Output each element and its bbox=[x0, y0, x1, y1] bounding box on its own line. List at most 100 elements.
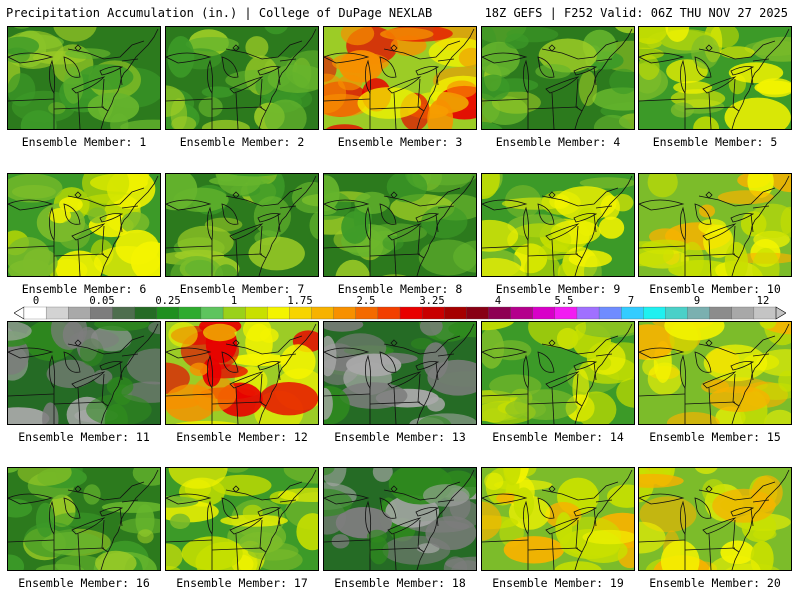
precip-blob bbox=[717, 190, 774, 205]
colorbar-segment bbox=[333, 306, 357, 320]
state-line-4 bbox=[684, 401, 736, 405]
state-line-7 bbox=[752, 58, 770, 62]
coastline bbox=[731, 28, 790, 129]
state-line-6 bbox=[119, 507, 123, 527]
state-line-4 bbox=[53, 253, 105, 257]
precip-map bbox=[324, 174, 476, 276]
lake-ontario bbox=[257, 361, 282, 371]
station-marker bbox=[705, 44, 713, 52]
lake-huron bbox=[63, 351, 81, 373]
colorbar-segment bbox=[687, 306, 711, 320]
state-line-7 bbox=[279, 205, 297, 209]
precip-blob bbox=[639, 473, 684, 488]
precip-blob bbox=[720, 46, 755, 59]
state-line-6 bbox=[435, 361, 439, 381]
precip-blob bbox=[421, 205, 468, 239]
lake-superior bbox=[482, 52, 528, 64]
colorbar-segment bbox=[377, 306, 401, 320]
precip-blob bbox=[175, 420, 238, 424]
border-north bbox=[698, 40, 776, 60]
colorbar-segment bbox=[709, 306, 733, 320]
state-line-2 bbox=[77, 92, 81, 129]
precip-blob bbox=[248, 236, 305, 271]
ensemble-map-7 bbox=[165, 173, 319, 277]
precip-blob bbox=[582, 529, 634, 545]
precip-blob bbox=[724, 97, 791, 129]
precip-blob bbox=[166, 496, 199, 508]
ensemble-map-4 bbox=[481, 26, 635, 130]
ensemble-map-19 bbox=[481, 467, 635, 571]
state-line-4 bbox=[684, 253, 736, 257]
station-marker bbox=[232, 191, 240, 199]
precip-blob bbox=[166, 85, 186, 117]
station-marker bbox=[390, 485, 398, 493]
border-north bbox=[383, 335, 461, 355]
precip-blob bbox=[8, 322, 32, 341]
station-marker bbox=[548, 485, 556, 493]
lake-ontario bbox=[415, 361, 440, 371]
coastline bbox=[731, 323, 790, 424]
ensemble-map-6 bbox=[7, 173, 161, 277]
lake-superior bbox=[8, 52, 54, 64]
precip-blob bbox=[381, 274, 407, 276]
lake-michigan bbox=[365, 500, 372, 536]
precip-blob bbox=[354, 191, 390, 214]
precip-blob bbox=[568, 250, 612, 268]
border-north bbox=[225, 40, 303, 60]
state-line-6 bbox=[435, 66, 439, 86]
precip-blob bbox=[642, 358, 659, 376]
precip-blob bbox=[482, 174, 500, 199]
coastline bbox=[100, 323, 159, 424]
state-line-2 bbox=[393, 533, 397, 570]
state-line-5 bbox=[482, 245, 529, 249]
precip-map bbox=[639, 468, 791, 570]
lake-huron bbox=[379, 203, 397, 225]
state-line-4 bbox=[211, 401, 263, 405]
state-line-6 bbox=[750, 213, 754, 233]
state-line-7 bbox=[437, 205, 455, 209]
colorbar-segment bbox=[134, 306, 158, 320]
precip-blob bbox=[78, 64, 134, 90]
lake-huron bbox=[221, 203, 239, 225]
ensemble-map-17 bbox=[165, 467, 319, 571]
precip-blob bbox=[513, 487, 535, 520]
precip-blob bbox=[335, 259, 371, 276]
state-line-7 bbox=[121, 58, 139, 62]
station-marker bbox=[390, 44, 398, 52]
precip-blob bbox=[340, 27, 375, 46]
precip-blob bbox=[86, 394, 152, 424]
precip-blob bbox=[120, 211, 150, 234]
precip-blob bbox=[339, 382, 408, 409]
colorbar-tick-label: 1.75 bbox=[287, 295, 313, 307]
border-north bbox=[383, 187, 461, 207]
coastline bbox=[100, 175, 159, 276]
precip-map bbox=[166, 27, 318, 129]
state-line-6 bbox=[119, 66, 123, 86]
precip-blob bbox=[698, 218, 727, 235]
lake-ontario bbox=[730, 361, 755, 371]
state-line-7 bbox=[437, 353, 455, 357]
state-line-5 bbox=[324, 393, 371, 397]
lake-superior bbox=[324, 199, 370, 211]
station-marker bbox=[74, 44, 82, 52]
precip-blob bbox=[754, 80, 791, 95]
lake-ontario bbox=[573, 66, 598, 76]
state-line-4 bbox=[527, 547, 579, 551]
lake-ontario bbox=[99, 66, 124, 76]
colorbar-segment bbox=[643, 306, 666, 320]
precip-map bbox=[8, 174, 160, 276]
precip-blob bbox=[46, 359, 95, 389]
precip-blob bbox=[524, 253, 561, 276]
lake-superior bbox=[166, 52, 212, 64]
precip-blob bbox=[427, 99, 454, 129]
precip-blob bbox=[126, 348, 160, 385]
precip-blob bbox=[101, 501, 160, 513]
precip-blob bbox=[228, 174, 281, 177]
coastline bbox=[258, 175, 317, 276]
precip-blob bbox=[366, 529, 388, 543]
state-line-7 bbox=[595, 499, 613, 503]
state-line-5 bbox=[639, 393, 686, 397]
station-marker bbox=[705, 485, 713, 493]
precip-blob bbox=[503, 468, 521, 486]
precip-map bbox=[324, 27, 476, 129]
